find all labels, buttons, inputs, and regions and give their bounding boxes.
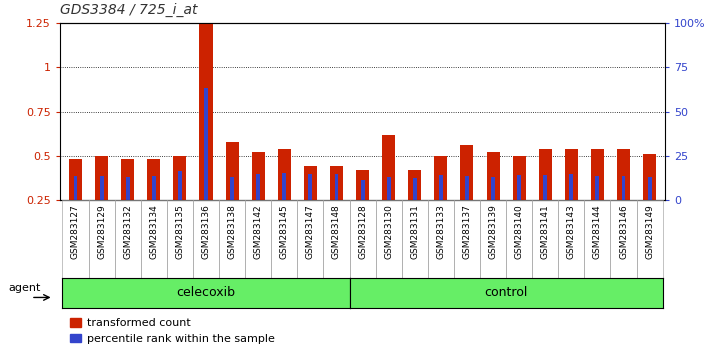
Bar bbox=[193, 200, 219, 278]
Text: GSM283144: GSM283144 bbox=[593, 204, 602, 258]
Bar bbox=[610, 200, 636, 278]
Text: GSM283140: GSM283140 bbox=[515, 204, 524, 259]
Bar bbox=[204, 88, 208, 200]
Legend: transformed count, percentile rank within the sample: transformed count, percentile rank withi… bbox=[65, 314, 279, 348]
Text: GSM283149: GSM283149 bbox=[645, 204, 654, 259]
Text: GSM283139: GSM283139 bbox=[489, 204, 498, 259]
Bar bbox=[323, 200, 349, 278]
Text: GSM283128: GSM283128 bbox=[358, 204, 367, 259]
Bar bbox=[69, 159, 82, 200]
Bar bbox=[349, 200, 376, 278]
Bar bbox=[245, 200, 271, 278]
Bar bbox=[304, 166, 317, 200]
Bar bbox=[73, 176, 77, 200]
Text: GSM283131: GSM283131 bbox=[410, 204, 420, 259]
Text: control: control bbox=[484, 286, 528, 299]
Bar bbox=[517, 175, 521, 200]
Bar bbox=[454, 200, 480, 278]
Text: GSM283143: GSM283143 bbox=[567, 204, 576, 259]
Bar bbox=[558, 200, 584, 278]
Bar bbox=[480, 200, 506, 278]
Text: GSM283137: GSM283137 bbox=[463, 204, 472, 259]
Bar bbox=[570, 175, 573, 200]
Bar bbox=[278, 149, 291, 200]
Text: GSM283133: GSM283133 bbox=[436, 204, 446, 259]
Bar bbox=[121, 159, 134, 200]
Bar bbox=[376, 200, 402, 278]
Bar bbox=[89, 200, 115, 278]
Bar bbox=[334, 175, 339, 200]
Bar bbox=[199, 23, 213, 200]
Bar bbox=[173, 156, 187, 200]
Bar bbox=[382, 135, 395, 200]
Bar bbox=[539, 149, 552, 200]
Bar bbox=[506, 200, 532, 278]
Bar bbox=[648, 177, 652, 200]
Text: GSM283135: GSM283135 bbox=[175, 204, 184, 259]
Bar bbox=[413, 178, 417, 200]
Bar bbox=[360, 180, 365, 200]
Bar bbox=[178, 171, 182, 200]
Bar bbox=[386, 177, 391, 200]
Bar bbox=[565, 149, 578, 200]
Text: GSM283138: GSM283138 bbox=[227, 204, 237, 259]
Bar bbox=[126, 177, 130, 200]
Bar bbox=[491, 177, 495, 200]
Bar bbox=[100, 176, 103, 200]
Bar bbox=[402, 200, 428, 278]
Bar bbox=[141, 200, 167, 278]
Text: GSM283127: GSM283127 bbox=[71, 204, 80, 259]
Bar bbox=[591, 149, 604, 200]
Text: GSM283147: GSM283147 bbox=[306, 204, 315, 259]
Bar bbox=[115, 200, 141, 278]
Bar bbox=[439, 175, 443, 200]
Text: GSM283148: GSM283148 bbox=[332, 204, 341, 259]
Bar bbox=[330, 166, 343, 200]
Text: GSM283130: GSM283130 bbox=[384, 204, 393, 259]
Bar bbox=[297, 200, 323, 278]
Bar bbox=[308, 175, 313, 200]
Bar bbox=[636, 200, 662, 278]
Text: GSM283142: GSM283142 bbox=[253, 204, 263, 258]
Bar bbox=[152, 176, 156, 200]
Bar bbox=[622, 176, 625, 200]
Bar bbox=[230, 177, 234, 200]
Bar bbox=[356, 170, 369, 200]
Bar bbox=[251, 152, 265, 200]
Text: GSM283134: GSM283134 bbox=[149, 204, 158, 259]
Bar bbox=[513, 156, 526, 200]
Bar bbox=[643, 154, 656, 200]
Bar bbox=[167, 200, 193, 278]
Bar bbox=[408, 170, 421, 200]
Bar bbox=[95, 156, 108, 200]
Bar bbox=[596, 176, 599, 200]
Bar bbox=[460, 145, 474, 200]
Bar bbox=[428, 200, 454, 278]
Text: GSM283146: GSM283146 bbox=[619, 204, 628, 259]
Bar bbox=[219, 200, 245, 278]
Bar bbox=[282, 172, 287, 200]
Bar bbox=[225, 142, 239, 200]
Bar bbox=[434, 156, 447, 200]
Bar bbox=[532, 200, 558, 278]
Text: celecoxib: celecoxib bbox=[177, 286, 235, 299]
Bar bbox=[584, 200, 610, 278]
Text: GSM283141: GSM283141 bbox=[541, 204, 550, 259]
Bar bbox=[256, 175, 260, 200]
Bar bbox=[147, 159, 161, 200]
Text: GSM283136: GSM283136 bbox=[201, 204, 210, 259]
Bar bbox=[271, 200, 297, 278]
Text: GSM283132: GSM283132 bbox=[123, 204, 132, 259]
Text: GDS3384 / 725_i_at: GDS3384 / 725_i_at bbox=[60, 3, 197, 17]
Bar bbox=[63, 200, 89, 278]
Bar bbox=[543, 175, 547, 200]
Text: GSM283129: GSM283129 bbox=[97, 204, 106, 259]
Bar bbox=[486, 152, 500, 200]
Bar bbox=[465, 176, 469, 200]
Text: agent: agent bbox=[8, 284, 41, 293]
Bar bbox=[617, 149, 630, 200]
Text: GSM283145: GSM283145 bbox=[279, 204, 289, 259]
